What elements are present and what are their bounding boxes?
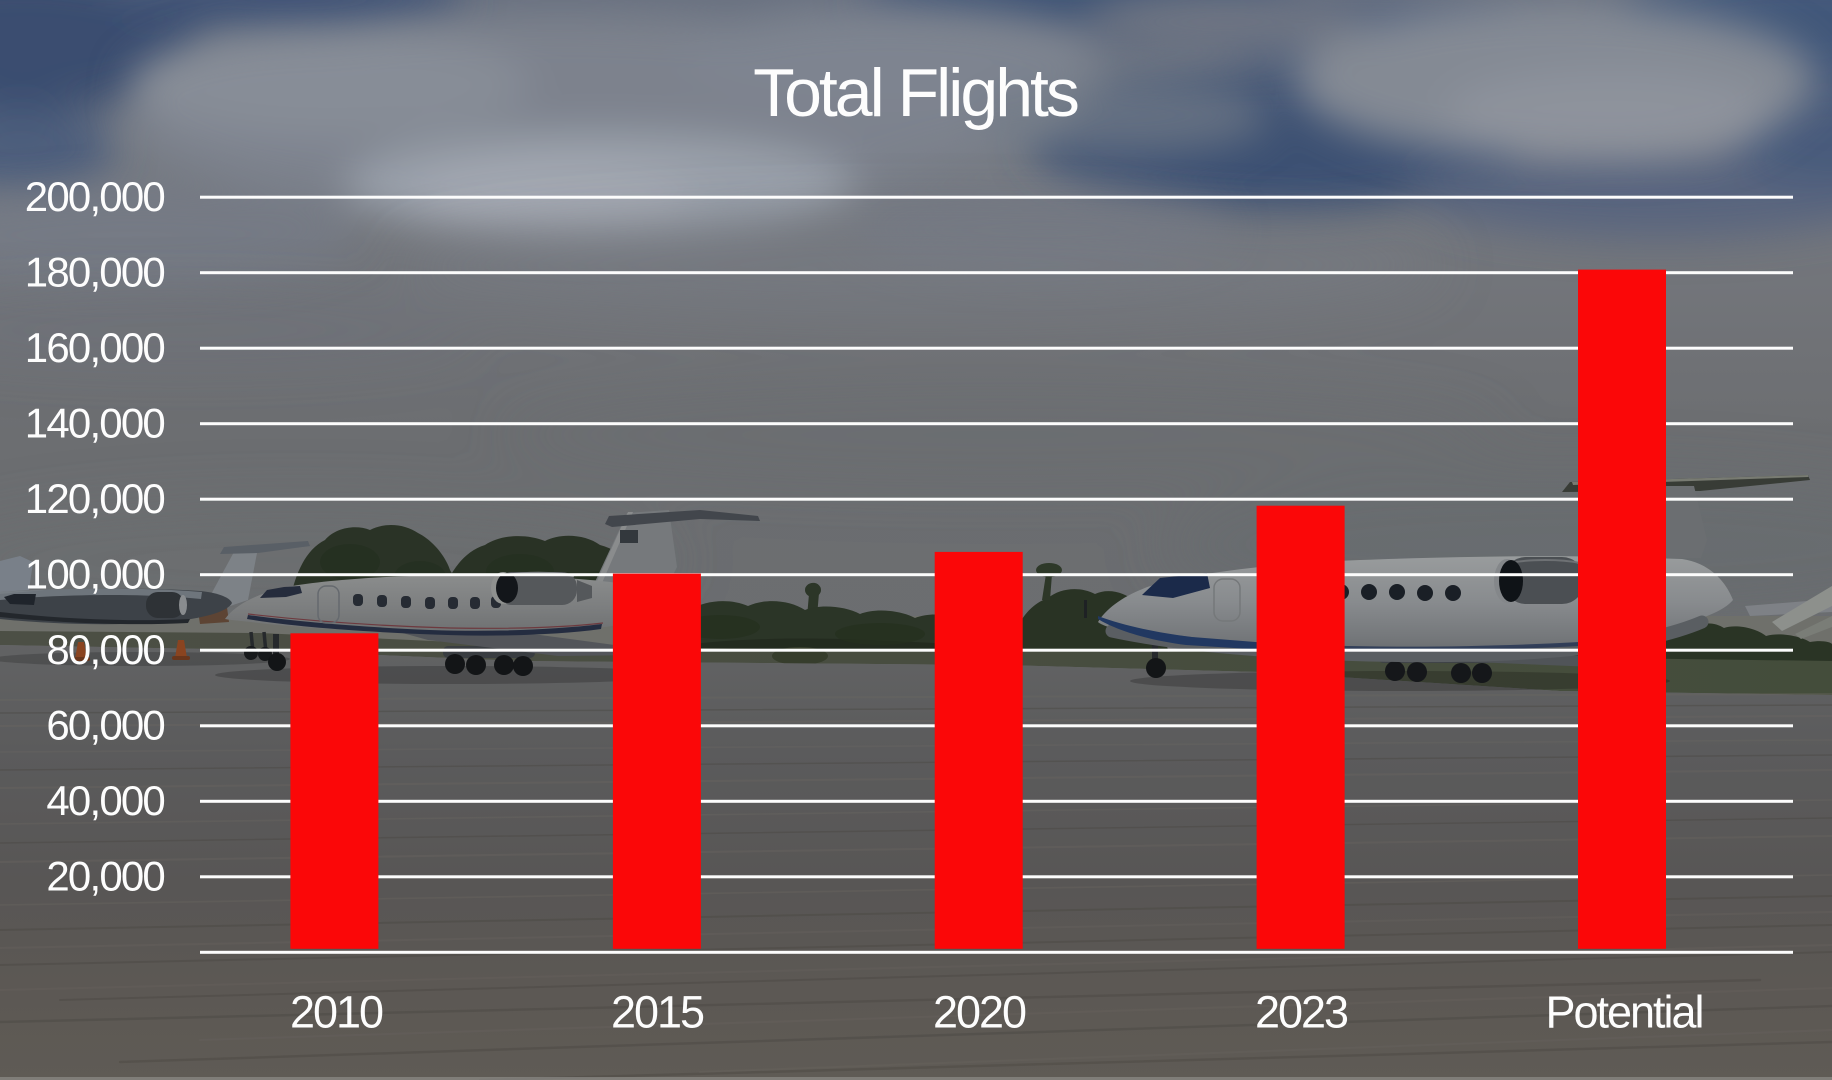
svg-text:20,000: 20,000 bbox=[46, 853, 164, 900]
svg-text:60,000: 60,000 bbox=[46, 702, 164, 749]
svg-text:120,000: 120,000 bbox=[25, 475, 165, 522]
svg-text:140,000: 140,000 bbox=[25, 400, 165, 447]
svg-text:2015: 2015 bbox=[611, 987, 704, 1038]
svg-text:80,000: 80,000 bbox=[46, 626, 164, 673]
svg-text:2023: 2023 bbox=[1255, 987, 1348, 1038]
svg-text:160,000: 160,000 bbox=[25, 324, 165, 371]
svg-text:2020: 2020 bbox=[933, 987, 1026, 1038]
svg-text:100,000: 100,000 bbox=[25, 551, 165, 598]
svg-text:Potential: Potential bbox=[1545, 987, 1702, 1038]
svg-text:2010: 2010 bbox=[290, 987, 383, 1038]
svg-text:180,000: 180,000 bbox=[25, 249, 165, 296]
svg-text:40,000: 40,000 bbox=[46, 777, 164, 824]
svg-text:200,000: 200,000 bbox=[25, 173, 165, 220]
svg-text:Total Flights: Total Flights bbox=[753, 55, 1078, 131]
